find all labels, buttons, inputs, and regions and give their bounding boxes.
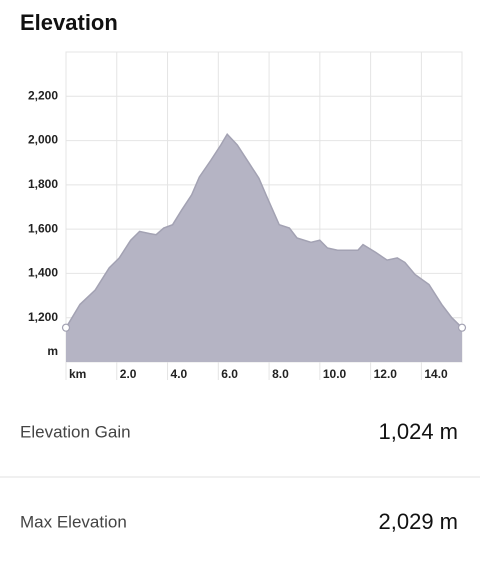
x-tick-label: 6.0 — [221, 367, 238, 381]
stat-label: Max Elevation — [20, 512, 127, 531]
x-tick-label: 8.0 — [272, 367, 289, 381]
y-unit-label: m — [47, 344, 58, 358]
stat-value: 2,029 m — [379, 509, 459, 534]
endpoint — [457, 323, 467, 332]
elevation-line — [65, 132, 463, 329]
endpoint — [61, 323, 71, 332]
y-tick-label: 1,400 — [28, 266, 58, 280]
y-tick-label: 1,200 — [28, 310, 58, 324]
stat-label: Elevation Gain — [20, 422, 131, 441]
title: Elevation — [20, 10, 118, 35]
x-tick-label: 4.0 — [171, 367, 188, 381]
x-tick-label: 10.0 — [323, 367, 347, 381]
elevation-area — [66, 134, 462, 362]
chart: 1,200 1,400 1,600 1,800 2,000 2,200 2.0 4.0 6.0 8… — [28, 51, 467, 381]
y-tick-label: 1,800 — [28, 177, 58, 191]
x-tick-label: 14.0 — [424, 367, 448, 381]
x-unit-label: km — [69, 367, 86, 381]
stat-value: 1,024 m — [379, 419, 459, 444]
y-tick-label: 1,600 — [28, 221, 58, 235]
y-tick-label: 2,000 — [28, 133, 58, 147]
x-tick-label: 12.0 — [374, 367, 398, 381]
y-tick-label: 2,200 — [28, 88, 58, 102]
x-tick-label: 2.0 — [120, 367, 137, 381]
